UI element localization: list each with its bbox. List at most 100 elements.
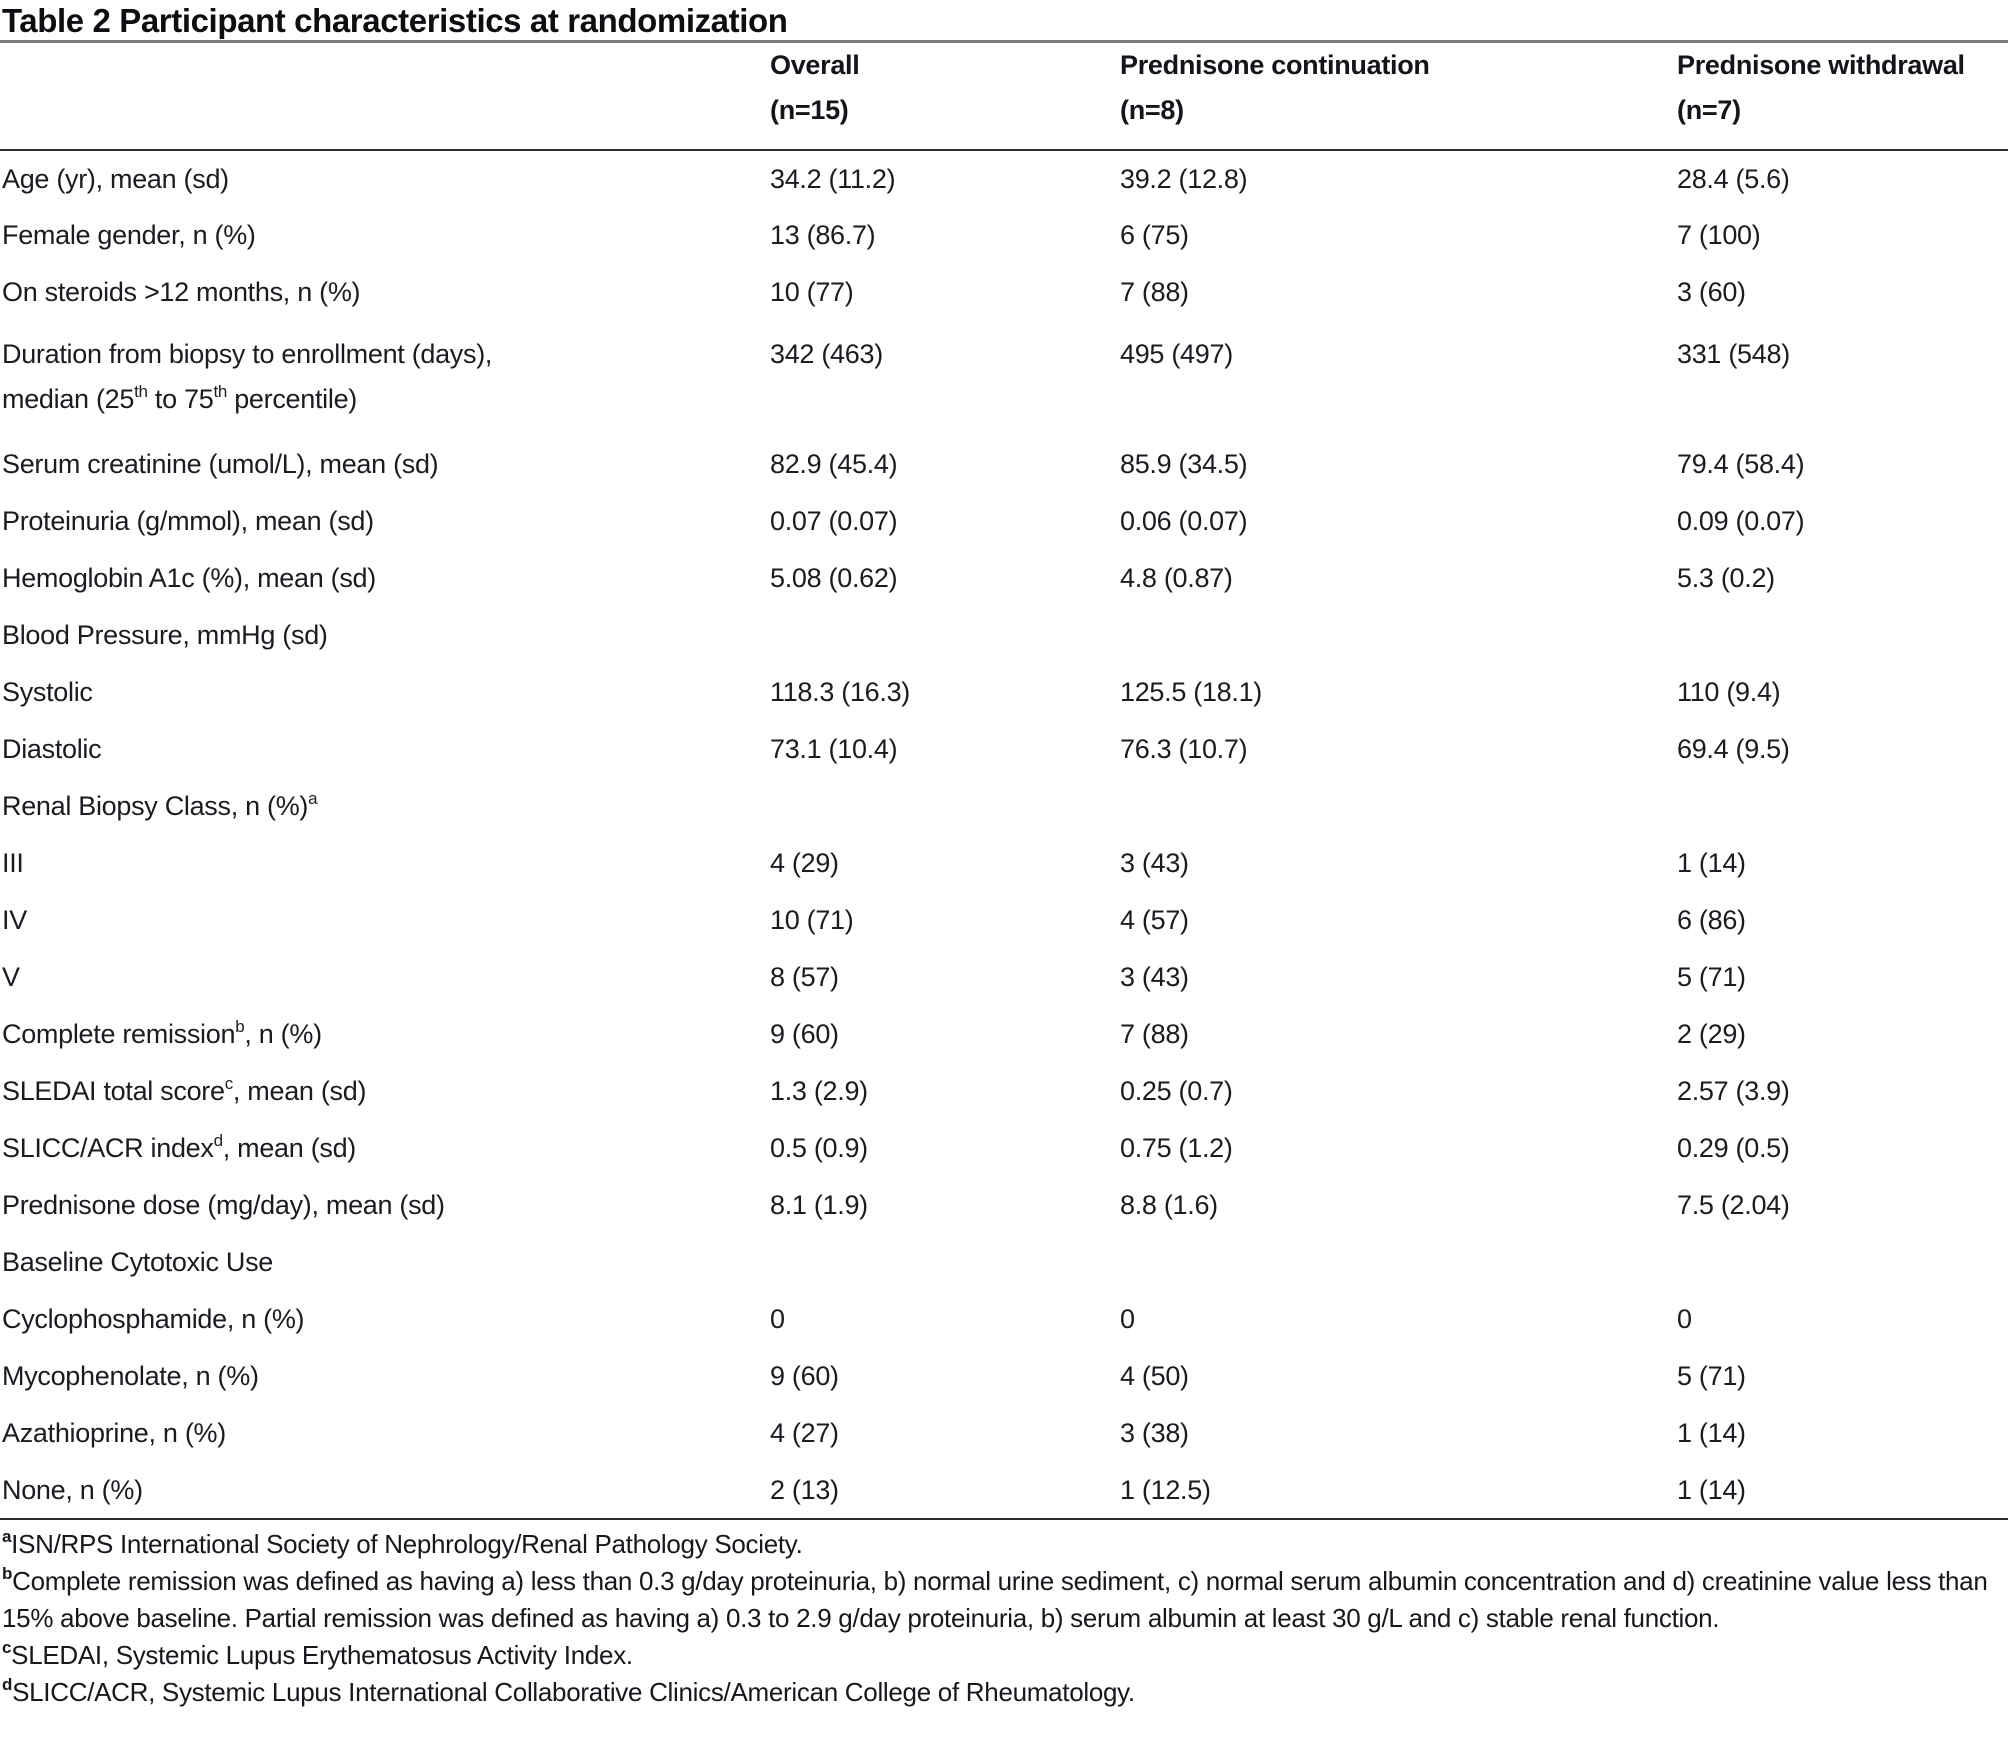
row-label: None, n (%)	[0, 1461, 770, 1520]
cell-value: 5 (71)	[1677, 962, 1746, 992]
row-label: Prednisone dose (mg/day), mean (sd)	[2, 1190, 445, 1220]
cell-value: 85.9 (34.5)	[1120, 449, 1248, 479]
table-row: Proteinuria (g/mmol), mean (sd) 0.07 (0.0…	[0, 493, 2008, 550]
cell-value: 9 (60)	[770, 1361, 839, 1391]
cell-value: 73.1 (10.4)	[770, 734, 898, 764]
cell-value: 1 (14)	[1677, 1418, 1746, 1448]
participant-characteristics-table: Overall (n=15) Prednisone continuation (…	[0, 40, 2008, 1520]
cell-value: 6 (75)	[1120, 220, 1189, 250]
cell-value: 2 (29)	[1677, 1019, 1746, 1049]
row-label: Duration from biopsy to enrollment (days…	[2, 338, 493, 414]
header-sub: (n=8)	[1120, 95, 1184, 125]
cell-value: 4 (27)	[770, 1418, 839, 1448]
table-row: None, n (%) 2 (13) 1 (12.5) 1 (14)	[0, 1461, 2008, 1520]
table-body: Age (yr), mean (sd) 34.2 (11.2) 39.2 (12.8…	[0, 150, 2008, 1520]
row-label: Female gender, n (%)	[2, 220, 256, 250]
row-label: SLICC/ACR indexd, mean (sd)	[2, 1131, 356, 1163]
cell-value: 110 (9.4)	[1677, 677, 1781, 707]
table-row: Prednisone dose (mg/day), mean (sd) 8.1 (…	[0, 1177, 2008, 1234]
cell-value	[770, 778, 1120, 835]
cell-value: 125.5 (18.1)	[1120, 677, 1262, 707]
header-sub: (n=15)	[770, 95, 849, 125]
cell-value: 2 (13)	[770, 1461, 1120, 1520]
table-row: Age (yr), mean (sd) 34.2 (11.2) 39.2 (12.8…	[0, 150, 2008, 207]
table-row: SLICC/ACR indexd, mean (sd) 0.5 (0.9) 0.75…	[0, 1120, 2008, 1177]
cell-value: 331 (548)	[1677, 338, 1790, 369]
cell-value: 5 (71)	[1677, 1361, 1746, 1391]
cell-value: 0.25 (0.7)	[1120, 1076, 1233, 1106]
table-footnotes: aISN/RPS International Society of Nephro…	[0, 1520, 2008, 1711]
cell-value: 76.3 (10.7)	[1120, 734, 1248, 764]
cell-value: 1 (14)	[1677, 848, 1746, 878]
table-row: Mycophenolate, n (%) 9 (60) 4 (50) 5 (71)	[0, 1348, 2008, 1405]
table-row: Azathioprine, n (%) 4 (27) 3 (38) 1 (14)	[0, 1405, 2008, 1462]
cell-value: 0.75 (1.2)	[1120, 1133, 1233, 1163]
footnote-marker: a	[2, 1526, 12, 1546]
cell-value: 3 (38)	[1120, 1418, 1189, 1448]
row-label: Renal Biopsy Class, n (%)a	[2, 789, 318, 821]
footnote: cSLEDAI, Systemic Lupus Erythematosus Ac…	[2, 1637, 633, 1670]
row-label: Mycophenolate, n (%)	[2, 1361, 259, 1391]
cell-value: 7 (88)	[1120, 277, 1189, 307]
paper-table-figure: Table 2 Participant characteristics at r…	[0, 2, 2008, 1711]
table-row: Hemoglobin A1c (%), mean (sd) 5.08 (0.62)…	[0, 550, 2008, 607]
cell-value: 79.4 (58.4)	[1677, 449, 1805, 479]
row-label: Azathioprine, n (%)	[2, 1418, 226, 1448]
table-row: III 4 (29) 3 (43) 1 (14)	[0, 835, 2008, 892]
table-row: On steroids >12 months, n (%) 10 (77) 7 (8…	[0, 264, 2008, 321]
cell-value: 8 (57)	[770, 962, 839, 992]
cell-value: 6 (86)	[1677, 905, 1746, 935]
cell-value: 4.8 (0.87)	[1120, 563, 1233, 593]
row-label: Systolic	[2, 677, 93, 707]
row-label: Cyclophosphamide, n (%)	[2, 1304, 305, 1334]
cell-value	[1677, 1234, 2008, 1291]
header-col-prednisone-withdrawal: Prednisone withdrawal (n=7)	[1677, 40, 2008, 151]
table-row: Diastolic 73.1 (10.4) 76.3 (10.7) 69.4 (9.5…	[0, 721, 2008, 778]
row-label: Complete remissionb, n (%)	[2, 1017, 322, 1049]
table-row: V 8 (57) 3 (43) 5 (71)	[0, 949, 2008, 1006]
table-row: Female gender, n (%) 13 (86.7) 6 (75) 7 (10…	[0, 207, 2008, 264]
table-row: Duration from biopsy to enrollment (days…	[0, 321, 2008, 436]
row-label: IV	[2, 905, 27, 935]
table-row: Systolic 118.3 (16.3) 125.5 (18.1) 110 (9.4…	[0, 664, 2008, 721]
header-label: Prednisone withdrawal	[1677, 50, 1965, 80]
footnote: dSLICC/ACR, Systemic Lupus International…	[2, 1674, 1135, 1707]
footnote-marker: b	[2, 1563, 13, 1583]
table-row: Blood Pressure, mmHg (sd)	[0, 607, 2008, 664]
row-label: Hemoglobin A1c (%), mean (sd)	[2, 563, 376, 593]
table-row: Serum creatinine (umol/L), mean (sd) 82.9…	[0, 436, 2008, 493]
cell-value	[1120, 607, 1677, 664]
table-title: Table 2 Participant characteristics at r…	[2, 2, 788, 39]
row-label: Baseline Cytotoxic Use	[2, 1247, 274, 1277]
cell-value	[1120, 1234, 1677, 1291]
cell-value: 10 (71)	[770, 905, 854, 935]
cell-value: 34.2 (11.2)	[770, 163, 896, 194]
row-label: Blood Pressure, mmHg (sd)	[2, 620, 328, 650]
cell-value	[770, 607, 1120, 664]
footnote: bComplete remission was defined as havin…	[2, 1563, 1988, 1633]
row-label: SLEDAI total scorec, mean (sd)	[2, 1074, 367, 1106]
row-label: Diastolic	[2, 734, 102, 764]
cell-value: 0	[770, 1304, 785, 1334]
cell-value: 39.2 (12.8)	[1120, 163, 1248, 194]
cell-value: 0.06 (0.07)	[1120, 506, 1248, 536]
header-col-prednisone-continuation: Prednisone continuation (n=8)	[1120, 40, 1677, 151]
footnote-marker: d	[2, 1674, 13, 1694]
table-row: Complete remissionb, n (%) 9 (60) 7 (88) 2 …	[0, 1006, 2008, 1063]
cell-value: 82.9 (45.4)	[770, 449, 898, 479]
cell-value: 8.1 (1.9)	[770, 1190, 868, 1220]
table-row: IV 10 (71) 4 (57) 6 (86)	[0, 892, 2008, 949]
footnote-marker: c	[2, 1637, 12, 1657]
header-label: Overall	[770, 50, 860, 80]
header-row: Overall (n=15) Prednisone continuation (…	[0, 40, 2008, 151]
cell-value	[1677, 607, 2008, 664]
table-header: Overall (n=15) Prednisone continuation (…	[0, 40, 2008, 151]
cell-value: 13 (86.7)	[770, 220, 876, 250]
cell-value: 3 (43)	[1120, 962, 1189, 992]
cell-value	[770, 1234, 1120, 1291]
header-label: Prednisone continuation	[1120, 50, 1430, 80]
cell-value: 8.8 (1.6)	[1120, 1190, 1218, 1220]
row-label: V	[2, 962, 20, 992]
row-label: Serum creatinine (umol/L), mean (sd)	[2, 449, 439, 479]
cell-value	[1120, 778, 1677, 835]
